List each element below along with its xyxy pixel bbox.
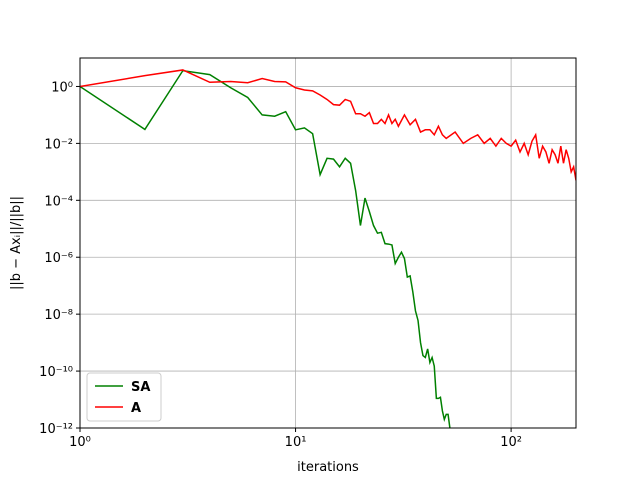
legend-label: A xyxy=(131,401,141,416)
y-tick-label: 10⁻⁴ xyxy=(44,194,73,209)
series-line xyxy=(80,69,451,428)
y-tick-label: 10⁻² xyxy=(44,137,73,152)
plot-frame xyxy=(79,57,577,429)
y-tick-label: 10⁰ xyxy=(51,80,73,95)
y-tick-label: 10⁻¹² xyxy=(39,422,73,437)
y-axis-label: ||b − Axᵢ||/||b|| xyxy=(9,196,24,290)
legend-label: SA xyxy=(131,380,150,395)
x-axis-label: iterations xyxy=(297,460,359,475)
legend-box xyxy=(86,372,162,422)
y-tick-label: 10⁻⁸ xyxy=(44,308,73,323)
y-tick-label: 10⁻⁶ xyxy=(44,251,73,266)
x-tick-label: 10⁰ xyxy=(69,435,91,450)
x-tick-label: 10¹ xyxy=(285,435,307,450)
series-line xyxy=(80,69,576,181)
x-tick-label: 10² xyxy=(500,435,522,450)
y-tick-label: 10⁻¹⁰ xyxy=(39,365,73,380)
